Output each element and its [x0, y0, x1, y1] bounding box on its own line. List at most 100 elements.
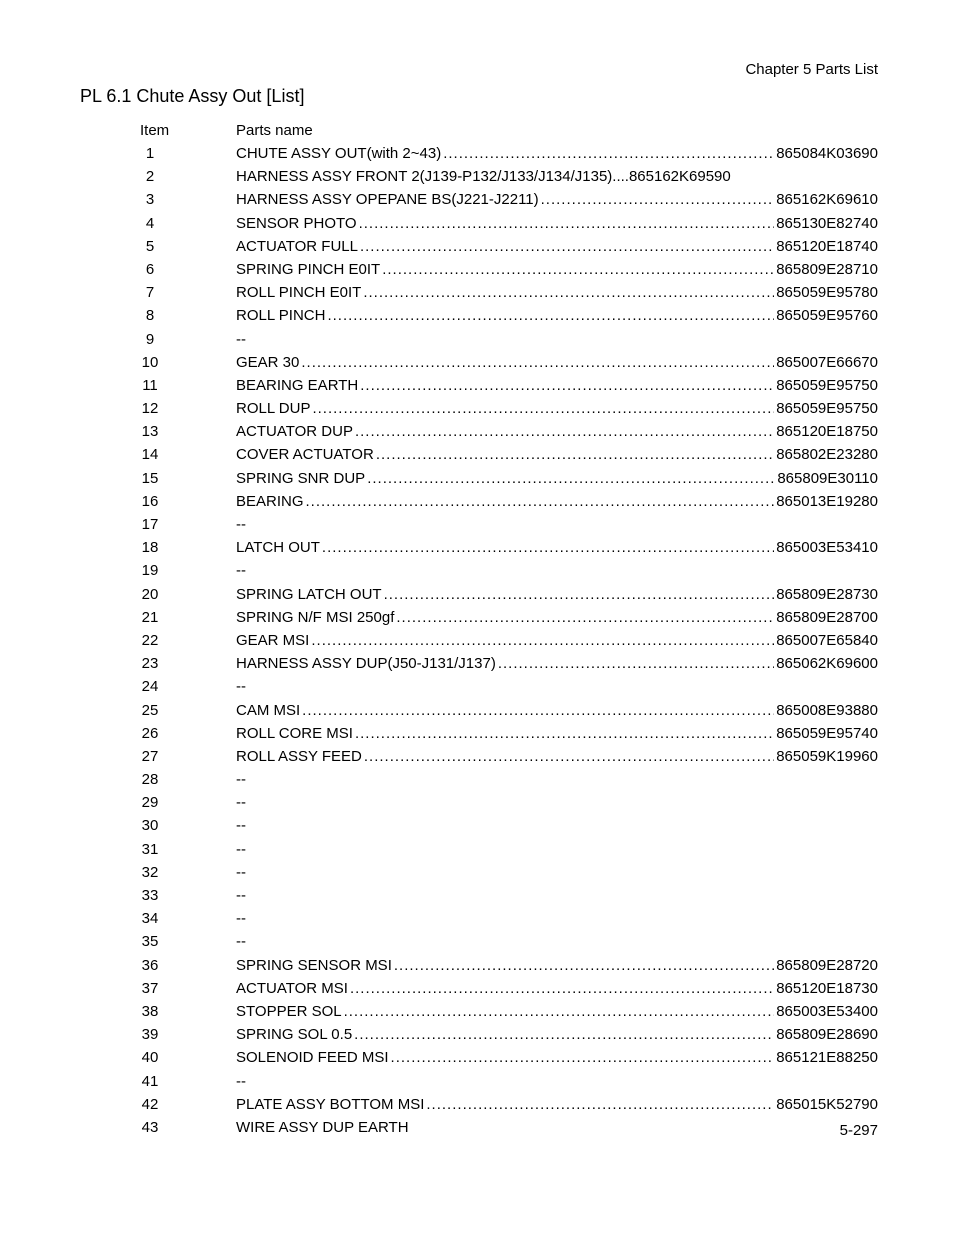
part-number: 865120E18740	[776, 238, 878, 255]
part-number: 865121E88250	[776, 1049, 878, 1066]
part-name: GEAR 30	[236, 354, 299, 371]
part-name: --	[236, 794, 246, 811]
item-number: 17	[140, 516, 236, 533]
leader-dots: ........................................…	[359, 215, 775, 232]
item-number: 3	[140, 191, 236, 208]
part-number: 865003E53410	[776, 539, 878, 556]
part-name: ROLL DUP	[236, 400, 310, 417]
parts-row: 7ROLL PINCH E0IT .......................…	[140, 284, 878, 307]
item-number: 23	[140, 655, 236, 672]
item-number: 11	[140, 377, 236, 394]
part-content: --......................................…	[236, 887, 878, 904]
part-content: LATCH OUT ..............................…	[236, 539, 878, 556]
part-number: 865809E28690	[776, 1026, 878, 1043]
item-number: 24	[140, 678, 236, 695]
part-content: STOPPER SOL.............................…	[236, 1003, 878, 1020]
part-content: --......................................…	[236, 331, 878, 348]
item-number: 31	[140, 841, 236, 858]
parts-row: 1CHUTE ASSY OUT(with 2~43)..............…	[140, 145, 878, 168]
parts-row: 43WIRE ASSY DUP EARTH...................…	[140, 1119, 878, 1142]
part-content: PLATE ASSY BOTTOM MSI...................…	[236, 1096, 878, 1113]
parts-row: 2HARNESS ASSY FRONT 2(J139-P132/J133/J13…	[140, 168, 878, 191]
part-name: HARNESS ASSY DUP(J50-J131/J137)	[236, 655, 496, 672]
parts-row: 12ROLL DUP .............................…	[140, 400, 878, 423]
part-name: HARNESS ASSY OPEPANE BS(J221-J2211)	[236, 191, 539, 208]
part-name: --	[236, 331, 246, 348]
leader-dots: ........................................…	[306, 493, 775, 510]
part-content: SOLENOID FEED MSI.......................…	[236, 1049, 878, 1066]
parts-table: Item Parts name 1CHUTE ASSY OUT(with 2~4…	[140, 122, 878, 1142]
parts-row: 17--....................................…	[140, 516, 878, 539]
parts-row: 14COVER ACTUATOR........................…	[140, 446, 878, 469]
part-content: --......................................…	[236, 516, 878, 533]
part-name: ROLL CORE MSI	[236, 725, 353, 742]
part-content: ACTUATOR MSI ...........................…	[236, 980, 878, 997]
parts-row: 21SPRING N/F MSI 250gf .................…	[140, 609, 878, 632]
leader-dots: ........................................…	[394, 957, 774, 974]
parts-row: 23HARNESS ASSY DUP(J50-J131/J137).......…	[140, 655, 878, 678]
part-number: 865013E19280	[776, 493, 878, 510]
item-number: 27	[140, 748, 236, 765]
part-number: 865059E95750	[776, 400, 878, 417]
leader-dots: ........................................…	[384, 586, 775, 603]
part-name: GEAR MSI	[236, 632, 309, 649]
parts-row: 33--....................................…	[140, 887, 878, 910]
leader-dots: ........................................…	[376, 446, 774, 463]
parts-row: 35--....................................…	[140, 933, 878, 956]
part-content: --......................................…	[236, 678, 878, 695]
item-number: 32	[140, 864, 236, 881]
part-content: GEAR 30 ................................…	[236, 354, 878, 371]
item-number: 30	[140, 817, 236, 834]
parts-row: 29--....................................…	[140, 794, 878, 817]
parts-row: 37ACTUATOR MSI .........................…	[140, 980, 878, 1003]
part-name: --	[236, 562, 246, 579]
parts-row: 28--....................................…	[140, 771, 878, 794]
part-name: HARNESS ASSY FRONT 2(J139-P132/J133/J134…	[236, 168, 629, 185]
part-number: 865059E95780	[776, 284, 878, 301]
part-name: SPRING SOL 0.5	[236, 1026, 352, 1043]
part-content: COVER ACTUATOR..........................…	[236, 446, 878, 463]
leader-dots: ........................................…	[367, 470, 775, 487]
part-number: 865059E95750	[776, 377, 878, 394]
part-content: --......................................…	[236, 562, 878, 579]
part-content: ACTUATOR FULL...........................…	[236, 238, 878, 255]
part-content: CAM MSI.................................…	[236, 702, 878, 719]
chapter-header: Chapter 5 Parts List	[745, 61, 878, 78]
part-content: ROLL PINCH..............................…	[236, 307, 878, 324]
part-content: BEARING EARTH...........................…	[236, 377, 878, 394]
part-content: --......................................…	[236, 817, 878, 834]
part-name: CAM MSI	[236, 702, 300, 719]
part-content: SPRING PINCH E0IT.......................…	[236, 261, 878, 278]
item-number: 42	[140, 1096, 236, 1113]
part-name: --	[236, 516, 246, 533]
leader-dots: ........................................…	[327, 307, 774, 324]
part-name: SPRING LATCH OUT	[236, 586, 382, 603]
part-number: 865809E28730	[776, 586, 878, 603]
leader-dots: ........................................…	[302, 702, 774, 719]
leader-dots: ........................................…	[382, 261, 774, 278]
item-number: 8	[140, 307, 236, 324]
part-name: WIRE ASSY DUP EARTH	[236, 1119, 409, 1136]
parts-row: 32--....................................…	[140, 864, 878, 887]
item-number: 21	[140, 609, 236, 626]
part-number: 865062K69600	[776, 655, 878, 672]
part-name: PLATE ASSY BOTTOM MSI	[236, 1096, 424, 1113]
item-number: 20	[140, 586, 236, 603]
part-name: LATCH OUT	[236, 539, 320, 556]
item-number: 36	[140, 957, 236, 974]
part-content: --......................................…	[236, 1073, 878, 1090]
item-number: 38	[140, 1003, 236, 1020]
parts-row: 10GEAR 30 ..............................…	[140, 354, 878, 377]
part-content: CHUTE ASSY OUT(with 2~43)...............…	[236, 145, 878, 162]
parts-row: 4SENSOR PHOTO ..........................…	[140, 215, 878, 238]
item-number: 10	[140, 354, 236, 371]
part-number: 865059E95760	[776, 307, 878, 324]
leader-dots: ........................................…	[301, 354, 774, 371]
page-number: 5-297	[840, 1122, 878, 1139]
parts-row: 40SOLENOID FEED MSI.....................…	[140, 1049, 878, 1072]
part-name: BEARING	[236, 493, 304, 510]
item-number: 26	[140, 725, 236, 742]
leader-dots: ........................................…	[391, 1049, 775, 1066]
item-number: 16	[140, 493, 236, 510]
item-number: 12	[140, 400, 236, 417]
